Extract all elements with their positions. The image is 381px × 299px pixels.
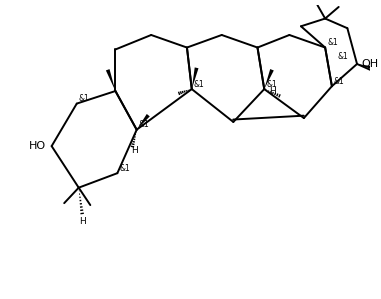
Text: OH: OH — [362, 59, 379, 69]
Text: &1: &1 — [266, 80, 277, 89]
Text: &1: &1 — [338, 52, 349, 61]
Text: &1: &1 — [194, 80, 205, 89]
Polygon shape — [137, 114, 150, 130]
Text: H: H — [269, 86, 276, 96]
Text: &1: &1 — [139, 120, 149, 129]
Polygon shape — [106, 69, 115, 91]
Text: &1: &1 — [327, 38, 338, 47]
Polygon shape — [192, 67, 199, 89]
Text: H: H — [131, 147, 138, 155]
Text: HO: HO — [29, 141, 46, 151]
Text: H: H — [79, 217, 86, 226]
Polygon shape — [357, 64, 377, 71]
Text: &1: &1 — [119, 164, 130, 173]
Text: &1: &1 — [79, 94, 90, 103]
Text: &1: &1 — [334, 77, 344, 86]
Polygon shape — [264, 69, 274, 89]
